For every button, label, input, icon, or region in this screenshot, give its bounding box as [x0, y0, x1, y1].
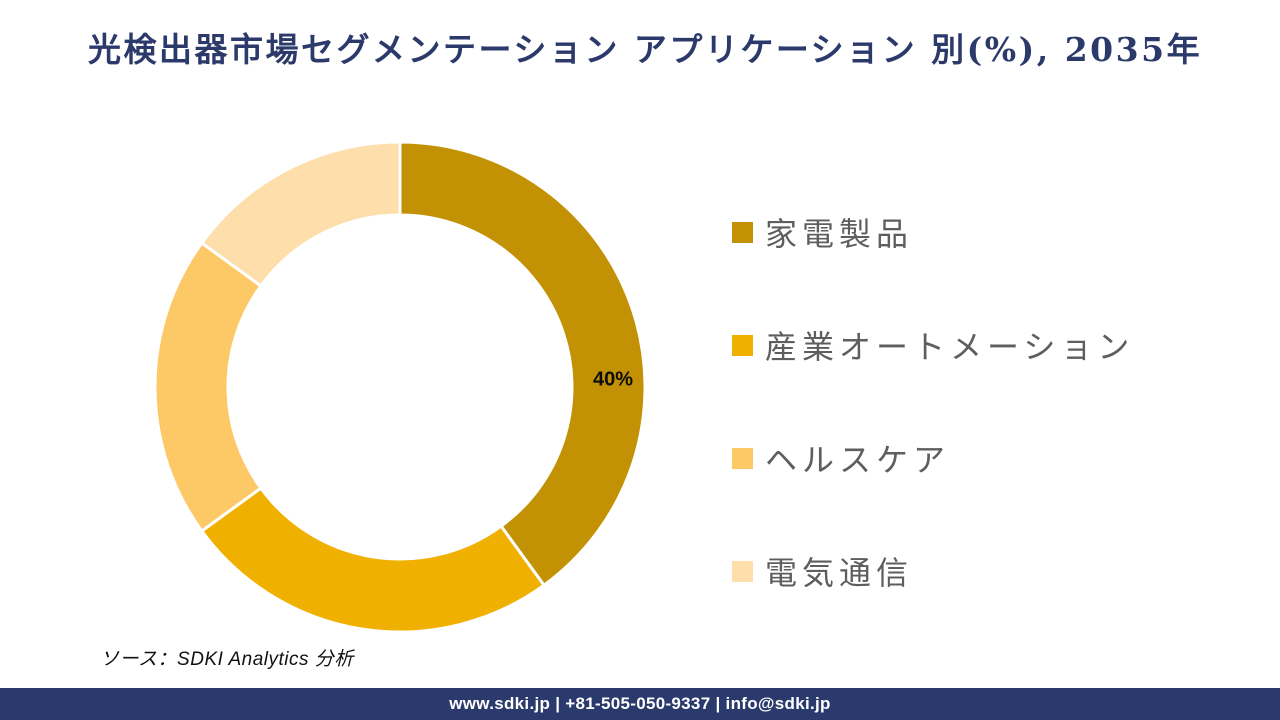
footer-contact-text: www.sdki.jp | +81-505-050-9337 | info@sd… — [449, 694, 831, 713]
chart-title: 光検出器市場セグメンテーション アプリケーション 別(%), 2035年 — [88, 30, 1203, 69]
donut-slice-2 — [200, 486, 546, 634]
legend-swatch-icon — [732, 447, 753, 469]
legend-item-2: 産業オートメーション — [732, 320, 1134, 370]
legend-item-3: ヘルスケア — [732, 433, 1134, 483]
legend-label: ヘルスケア — [765, 441, 951, 479]
legend-swatch-icon — [732, 334, 753, 356]
donut-slice-1 — [398, 140, 647, 587]
donut-chart — [150, 137, 650, 637]
source-note: ソース：SDKI Analytics 分析 — [100, 649, 354, 670]
data-label-40-percent: 40% — [592, 368, 634, 391]
donut-slice-4 — [200, 140, 402, 288]
legend-item-1: 家電製品 — [732, 207, 1134, 257]
legend-swatch-icon — [732, 560, 753, 582]
legend-label: 産業オートメーション — [765, 328, 1135, 366]
donut-svg — [153, 140, 647, 634]
legend-swatch-icon — [732, 221, 753, 243]
legend: 家電製品産業オートメーション ヘルスケア電気通信 — [732, 207, 1134, 596]
legend-label: 電気通信 — [765, 554, 914, 592]
donut-slice-3 — [153, 241, 263, 533]
footer-bar: www.sdki.jp | +81-505-050-9337 | info@sd… — [0, 688, 1280, 720]
legend-label: 家電製品 — [765, 215, 914, 253]
legend-item-4: 電気通信 — [732, 546, 1134, 596]
